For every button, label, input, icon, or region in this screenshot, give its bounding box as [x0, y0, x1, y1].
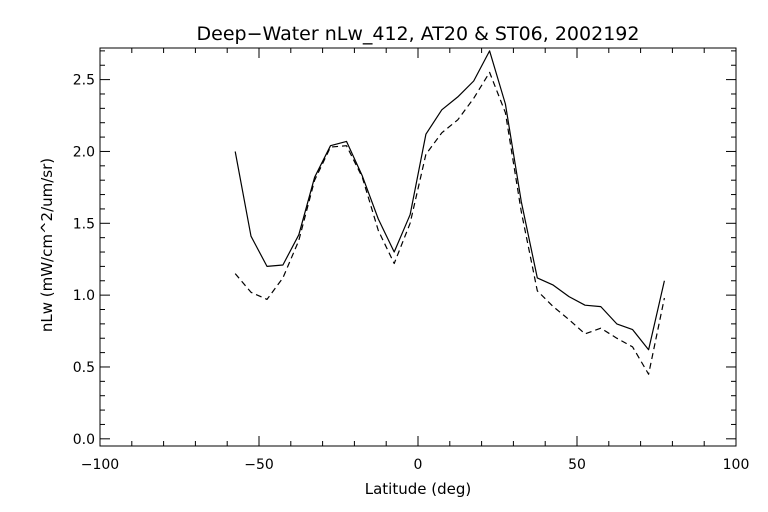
- series-layer: [234, 50, 665, 375]
- y-tick-label: 2.0: [73, 144, 95, 160]
- y-axis-label: nLw (mW/cm^2/um/sr): [38, 158, 56, 332]
- x-tick-label: −50: [244, 457, 274, 473]
- x-axis-label: Latitude (deg): [365, 480, 471, 498]
- x-axis-ticks: −100 −50 0 50 100: [81, 48, 750, 473]
- x-tick-label: 50: [568, 457, 586, 473]
- x-tick-label: 0: [414, 457, 423, 473]
- x-tick-label: 100: [723, 457, 750, 473]
- y-tick-label: 2.5: [73, 73, 95, 89]
- y-tick-label: 1.5: [73, 216, 95, 232]
- y-tick-label: 0.0: [73, 432, 95, 448]
- plot-border: [99, 47, 737, 447]
- plot-frame: [99, 47, 737, 447]
- y-tick-label: 0.5: [73, 360, 95, 376]
- x-tick-label: −100: [81, 457, 119, 473]
- y-axis-ticks: 0.0 0.5 1.0 1.5 2.0 2.5: [73, 50, 736, 448]
- y-tick-label: 1.0: [73, 288, 95, 304]
- chart-title: Deep−Water nLw_412, AT20 & ST06, 2002192: [197, 23, 640, 45]
- dashed-series-line: [234, 71, 665, 375]
- solid-series-line: [234, 50, 665, 351]
